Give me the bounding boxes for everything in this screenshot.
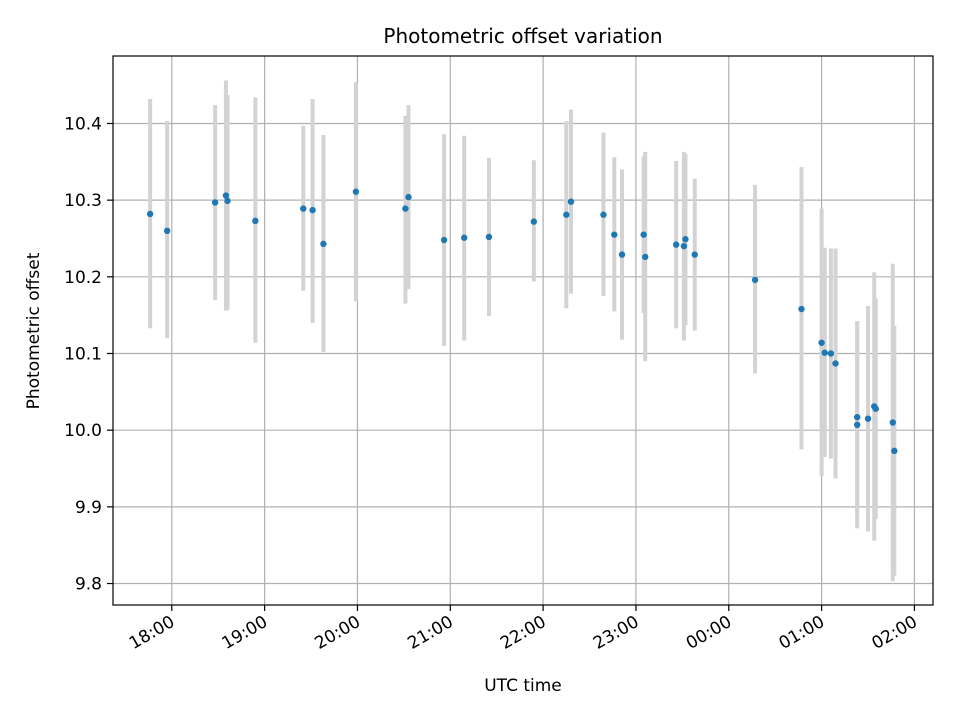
data-point — [827, 350, 835, 357]
data-point — [680, 242, 688, 250]
y-axis-ticks: 9.8 9.9 10.0 10.1 10.2 10.3 10.4 — [64, 114, 113, 595]
y-tick-label: 9.8 — [75, 575, 102, 595]
data-point — [222, 192, 230, 199]
data-point — [618, 251, 626, 258]
data-point — [611, 231, 618, 238]
data-point — [853, 421, 861, 429]
data-point — [146, 210, 154, 218]
data-point — [405, 193, 412, 201]
data-point — [821, 349, 828, 356]
x-axis-label: UTC time — [484, 676, 562, 696]
y-tick-label: 10.3 — [64, 191, 102, 211]
data-point — [252, 217, 259, 225]
plot-frame — [112, 55, 934, 606]
grid-layer — [113, 56, 933, 605]
data-point — [461, 234, 468, 241]
y-tick-label: 9.9 — [75, 498, 102, 518]
data-point — [440, 236, 448, 244]
y-tick-label: 10.1 — [64, 345, 102, 365]
data-point — [818, 339, 825, 346]
data-point — [853, 413, 861, 421]
data-point — [891, 447, 898, 455]
y-tick-label: 10.0 — [64, 421, 102, 441]
data-point — [530, 218, 538, 225]
data-point — [320, 240, 327, 248]
data-point — [751, 276, 759, 284]
data-point — [889, 419, 896, 426]
y-tick-label: 10.2 — [64, 268, 102, 288]
data-point — [798, 305, 805, 313]
y-axis-label: Photometric offset — [24, 252, 44, 409]
y-tick-label: 10.4 — [64, 114, 102, 134]
data-point — [352, 188, 360, 195]
data-point — [864, 415, 872, 422]
data-point — [485, 233, 493, 241]
data-point — [563, 211, 570, 218]
data-point — [163, 227, 171, 235]
data-point — [224, 197, 231, 205]
data-point — [402, 205, 409, 212]
data-point — [642, 253, 649, 261]
data-point — [309, 206, 316, 214]
data-point — [682, 236, 689, 243]
data-point — [600, 211, 607, 218]
chart-title: Photometric offset variation — [383, 24, 662, 48]
data-point — [211, 199, 219, 206]
data-point — [640, 231, 647, 238]
data-point — [872, 405, 879, 412]
data-point — [832, 360, 839, 367]
data-point — [300, 205, 307, 212]
data-point — [691, 251, 698, 258]
point-layer — [146, 188, 898, 455]
data-point — [672, 241, 680, 248]
data-point — [567, 198, 575, 205]
